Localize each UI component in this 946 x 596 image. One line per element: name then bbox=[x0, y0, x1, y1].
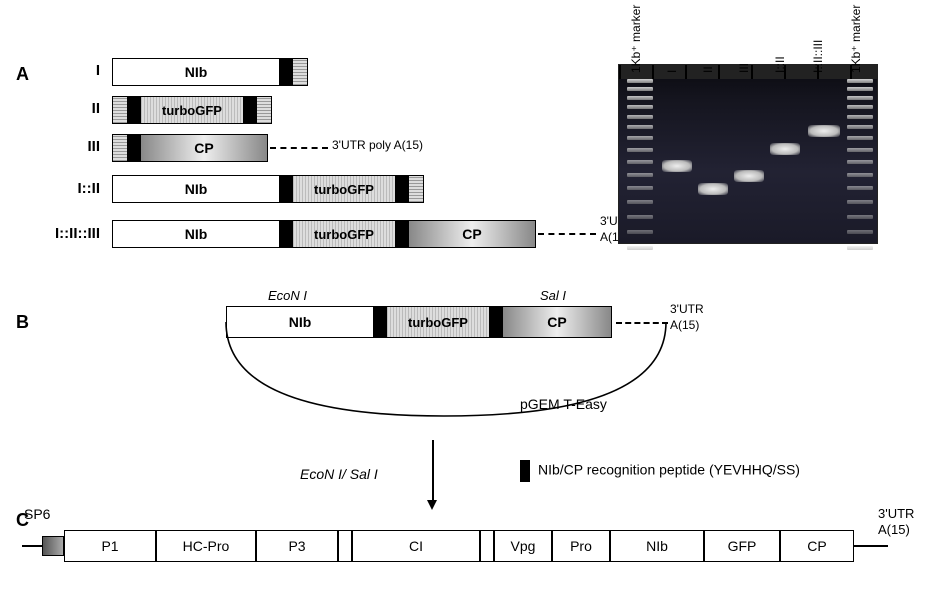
seg-nib: NIb bbox=[112, 220, 280, 248]
econ-sal-label: EcoN I/ Sal I bbox=[300, 466, 378, 482]
seg-gfp: turboGFP bbox=[292, 175, 396, 203]
seg-black bbox=[244, 96, 256, 124]
seg-hatch bbox=[112, 134, 128, 162]
row-label-iii: III bbox=[46, 138, 100, 155]
gel-lane-label: 1Kb⁺ marker bbox=[849, 5, 863, 73]
gel-lane-label: III bbox=[737, 63, 751, 73]
genome-seg-ci: CI bbox=[352, 530, 480, 562]
gel-lane-label: I bbox=[665, 70, 679, 73]
tail-label-a15: A(15) bbox=[670, 318, 699, 332]
gel-band bbox=[698, 183, 728, 195]
seg-cp: CP bbox=[408, 220, 536, 248]
arrow-down-icon bbox=[427, 500, 437, 510]
seg-hatch bbox=[408, 175, 424, 203]
seg-cp: CP bbox=[140, 134, 268, 162]
gel-band bbox=[662, 160, 692, 172]
sp6-promoter-box bbox=[42, 536, 64, 556]
seg-hatch bbox=[256, 96, 272, 124]
genome-seg-hcpro: HC-Pro bbox=[156, 530, 256, 562]
genome-seg-vpg: Vpg bbox=[494, 530, 552, 562]
row-label-i-ii-iii: I::II::III bbox=[46, 225, 100, 242]
seg-hatch bbox=[292, 58, 308, 86]
gel-lane-label: I::II bbox=[773, 56, 787, 73]
panel-a-label: A bbox=[16, 64, 29, 85]
gel-lane-label: I::II::III bbox=[811, 40, 825, 73]
plasmid-name: pGEM T-Easy bbox=[520, 396, 607, 412]
seg-black bbox=[280, 58, 292, 86]
construct-iii: CP bbox=[112, 134, 328, 162]
genome-seg-pro: Pro bbox=[552, 530, 610, 562]
tail-label-utr-poly: 3'UTR poly A(15) bbox=[332, 138, 423, 152]
gel-lane-label: 1Kb⁺ marker bbox=[629, 5, 643, 73]
legend-text: NIb/CP recognition peptide (YEVHHQ/SS) bbox=[538, 462, 800, 478]
genome-seg-p1: P1 bbox=[64, 530, 156, 562]
construct-i: NIb bbox=[112, 58, 308, 86]
seg-black bbox=[396, 220, 408, 248]
genome-seg-spacer bbox=[480, 530, 494, 562]
construct-i-ii-iii: NIb turboGFP CP bbox=[112, 220, 596, 248]
row-label-ii: II bbox=[46, 100, 100, 117]
seg-gfp: turboGFP bbox=[140, 96, 244, 124]
gel-lane-label: II bbox=[701, 66, 715, 73]
gel-band bbox=[770, 143, 800, 155]
seg-nib: NIb bbox=[112, 58, 280, 86]
seg-nib: NIb bbox=[112, 175, 280, 203]
genome-seg-nib: NIb bbox=[610, 530, 704, 562]
row-label-i-ii: I::II bbox=[46, 180, 100, 197]
genome-seg-p3: P3 bbox=[256, 530, 338, 562]
gel-ladder bbox=[627, 79, 653, 237]
genome-seg-spacer bbox=[338, 530, 352, 562]
row-label-i: I bbox=[46, 62, 100, 79]
arrow-stem bbox=[432, 440, 434, 500]
sp6-label: SP6 bbox=[24, 506, 50, 522]
tail-label-utr: 3'UTR bbox=[878, 506, 914, 521]
seg-black bbox=[280, 220, 292, 248]
genome-seg-cp: CP bbox=[780, 530, 854, 562]
polyA-tail bbox=[270, 147, 328, 149]
seg-hatch bbox=[112, 96, 128, 124]
legend-black-box bbox=[520, 460, 530, 482]
genome-3prime-line bbox=[854, 545, 888, 547]
seg-black bbox=[396, 175, 408, 203]
gel-ladder bbox=[847, 79, 873, 237]
site-sal-text: Sal I bbox=[540, 288, 566, 303]
construct-ii: turboGFP bbox=[112, 96, 272, 124]
panel-b-label: B bbox=[16, 312, 29, 333]
seg-gfp: turboGFP bbox=[292, 220, 396, 248]
gel-band bbox=[734, 170, 764, 182]
genome-map: P1HC-ProP3 CI VpgProNIbGFPCP bbox=[64, 530, 854, 562]
site-sal: Sal I bbox=[540, 288, 566, 303]
construct-i-ii: NIb turboGFP bbox=[112, 175, 424, 203]
tail-label-a15: A(15) bbox=[878, 522, 910, 537]
tail-label-utr: 3'UTR bbox=[670, 302, 704, 316]
genome-seg-gfp: GFP bbox=[704, 530, 780, 562]
gel-band bbox=[808, 125, 840, 137]
legend-recognition-peptide: NIb/CP recognition peptide (YEVHHQ/SS) bbox=[520, 460, 800, 482]
seg-black bbox=[128, 96, 140, 124]
site-econ: EcoN I bbox=[268, 288, 307, 303]
plasmid-arc bbox=[218, 320, 670, 430]
site-econ-text: EcoN I bbox=[268, 288, 307, 303]
gel-image: 1Kb⁺ markerIIIIIII::III::II::III1Kb⁺ mar… bbox=[618, 64, 878, 244]
seg-black bbox=[280, 175, 292, 203]
seg-black bbox=[128, 134, 140, 162]
polyA-tail bbox=[538, 233, 596, 235]
